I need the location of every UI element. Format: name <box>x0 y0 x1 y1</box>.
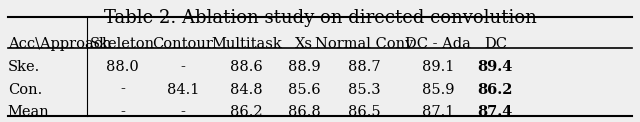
Text: Contour: Contour <box>152 37 213 51</box>
Text: 86.8: 86.8 <box>288 105 321 119</box>
Text: Con.: Con. <box>8 83 42 97</box>
Text: 84.8: 84.8 <box>230 83 263 97</box>
Text: 89.4: 89.4 <box>477 60 513 74</box>
Text: 88.6: 88.6 <box>230 60 263 74</box>
Text: -: - <box>120 83 125 97</box>
Text: 88.0: 88.0 <box>106 60 139 74</box>
Text: 88.7: 88.7 <box>348 60 381 74</box>
Text: DC - Ada: DC - Ada <box>405 37 471 51</box>
Text: 88.9: 88.9 <box>288 60 321 74</box>
Text: Acc\Approach: Acc\Approach <box>8 37 111 51</box>
Text: 86.2: 86.2 <box>230 105 263 119</box>
Text: 85.3: 85.3 <box>348 83 381 97</box>
Text: 89.1: 89.1 <box>422 60 454 74</box>
Text: 85.6: 85.6 <box>288 83 321 97</box>
Text: Ske.: Ske. <box>8 60 40 74</box>
Text: 84.1: 84.1 <box>167 83 199 97</box>
Text: 87.4: 87.4 <box>477 105 513 119</box>
Text: 85.9: 85.9 <box>422 83 454 97</box>
Text: -: - <box>120 105 125 119</box>
Text: -: - <box>180 60 186 74</box>
Text: Xs: Xs <box>295 37 313 51</box>
Text: Mean: Mean <box>8 105 49 119</box>
Text: Table 2. Ablation study on directed convolution: Table 2. Ablation study on directed conv… <box>104 9 536 27</box>
Text: 87.1: 87.1 <box>422 105 454 119</box>
Text: Skeleton: Skeleton <box>90 37 155 51</box>
Text: 86.2: 86.2 <box>477 83 513 97</box>
Text: -: - <box>180 105 186 119</box>
Text: 86.5: 86.5 <box>348 105 381 119</box>
Text: DC: DC <box>484 37 507 51</box>
Text: Multitask: Multitask <box>211 37 282 51</box>
Text: Normal Conv: Normal Conv <box>316 37 414 51</box>
